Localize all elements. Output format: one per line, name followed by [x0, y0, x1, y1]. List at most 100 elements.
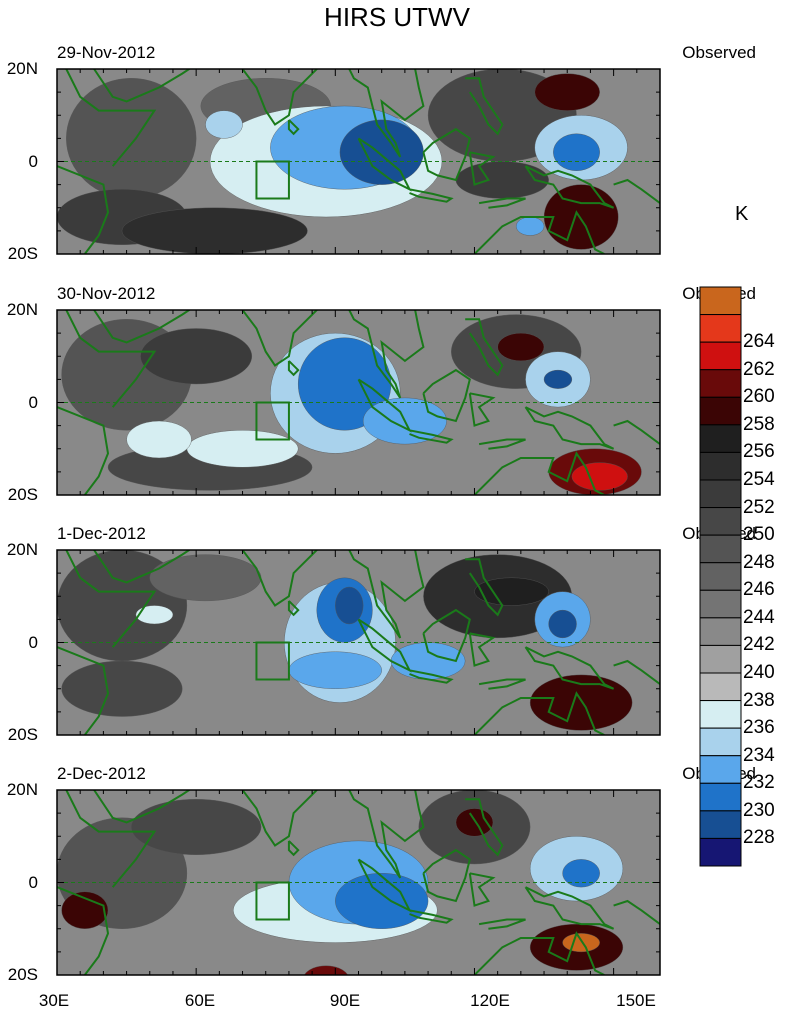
contour-region: [126, 420, 192, 459]
coastline: [468, 392, 496, 427]
colorbar-swatch: [699, 451, 742, 481]
colorbar-swatch: [699, 617, 742, 646]
y-tick-label: 0: [28, 872, 38, 892]
coastline: [348, 69, 425, 158]
coastline: [422, 368, 471, 423]
coastline: [65, 790, 157, 888]
coastline: [65, 310, 157, 408]
colorbar-swatch: [699, 479, 742, 509]
coastline: [465, 558, 504, 617]
contour-region: [562, 859, 600, 888]
panel-date-label: 30-Nov-2012: [57, 284, 156, 303]
coastline: [57, 886, 110, 975]
contour-region: [66, 78, 197, 199]
coastline: [287, 119, 300, 136]
coastline: [409, 669, 454, 684]
colorbar-swatch: [699, 727, 742, 757]
x-tick-label: 150E: [616, 991, 656, 1010]
coastline: [287, 600, 300, 617]
contour-region: [534, 73, 600, 111]
coastline: [473, 210, 605, 254]
colorbar-swatch: [699, 672, 742, 702]
coastline: [468, 151, 496, 186]
colorbar-swatch: [699, 837, 742, 867]
coastline: [524, 886, 615, 930]
colorbar-level-label: 246: [743, 579, 775, 601]
colorbar-level-label: 242: [743, 634, 775, 656]
colorbar: [699, 286, 742, 867]
coastline: [93, 790, 192, 824]
contour-region: [131, 799, 262, 855]
colorbar-level-label: 262: [743, 358, 775, 380]
coastline: [57, 165, 110, 254]
panel-date-label: 1-Dec-2012: [57, 524, 146, 543]
coastline: [65, 550, 157, 648]
region-box: [255, 401, 290, 441]
map-panel: [56, 309, 661, 496]
colorbar-level-label: 264: [743, 331, 775, 353]
coastline: [357, 378, 412, 433]
colorbar-swatch: [699, 369, 742, 398]
map-panel: [56, 789, 661, 976]
panel-date-label: 2-Dec-2012: [57, 764, 146, 783]
contour-region: [335, 586, 364, 625]
colorbar-swatch: [699, 589, 742, 619]
colorbar-swatch: [699, 424, 742, 453]
coastline: [93, 69, 192, 103]
coastline: [287, 840, 300, 857]
x-tick-label: 30E: [38, 991, 70, 1010]
region-box: [255, 160, 290, 200]
x-tick-label: 90E: [329, 991, 361, 1010]
coastline: [478, 438, 526, 450]
contour-region: [497, 332, 545, 362]
panel-tag-label: Observed: [682, 43, 756, 62]
colorbar-level-label: 250: [743, 524, 775, 546]
colorbar-level-label: 256: [743, 441, 775, 463]
y-tick-label: 20N: [6, 780, 38, 799]
y-tick-label: 20N: [6, 59, 38, 78]
coastline: [348, 790, 425, 879]
coastline: [93, 550, 192, 584]
contour-region: [474, 577, 549, 606]
contour-region: [335, 873, 429, 929]
coastline: [287, 360, 300, 377]
colorbar-swatch: [699, 700, 742, 729]
map-panel: [56, 68, 661, 255]
coastline: [613, 899, 660, 925]
y-tick-label: 20S: [7, 244, 38, 263]
chart-title: HIRS UTWV: [324, 2, 470, 32]
contour-region: [529, 674, 633, 731]
contour-region: [186, 430, 299, 468]
y-tick-label: 20S: [7, 485, 38, 504]
colorbar-level-label: 232: [743, 772, 775, 794]
contour-region: [288, 651, 382, 689]
y-tick-label: 0: [28, 632, 38, 652]
coastline: [65, 69, 157, 167]
y-tick-label: 20S: [7, 965, 38, 984]
coastline: [473, 931, 605, 975]
contour-region: [61, 891, 109, 929]
colorbar-swatch: [699, 782, 742, 812]
colorbar-swatch: [699, 286, 742, 316]
colorbar-level-label: 234: [743, 744, 775, 766]
coastline: [478, 918, 526, 930]
coastline: [524, 406, 615, 450]
coastline: [409, 188, 454, 203]
coastline: [468, 872, 496, 907]
colorbar-level-label: 228: [743, 827, 775, 849]
contour-region: [61, 660, 183, 717]
y-tick-label: 20N: [6, 300, 38, 319]
coastline: [57, 406, 110, 495]
y-tick-label: 0: [28, 151, 38, 171]
contour-region: [121, 207, 308, 254]
colorbar-level-label: 238: [743, 689, 775, 711]
map-panel: [56, 549, 661, 736]
coastline: [478, 678, 526, 690]
coastline: [241, 790, 319, 847]
colorbar-swatch: [699, 507, 742, 536]
colorbar-swatch: [699, 562, 742, 591]
colorbar-level-label: 248: [743, 551, 775, 573]
coastline: [93, 310, 192, 344]
coastline: [57, 646, 110, 735]
colorbar-swatch: [699, 810, 742, 839]
